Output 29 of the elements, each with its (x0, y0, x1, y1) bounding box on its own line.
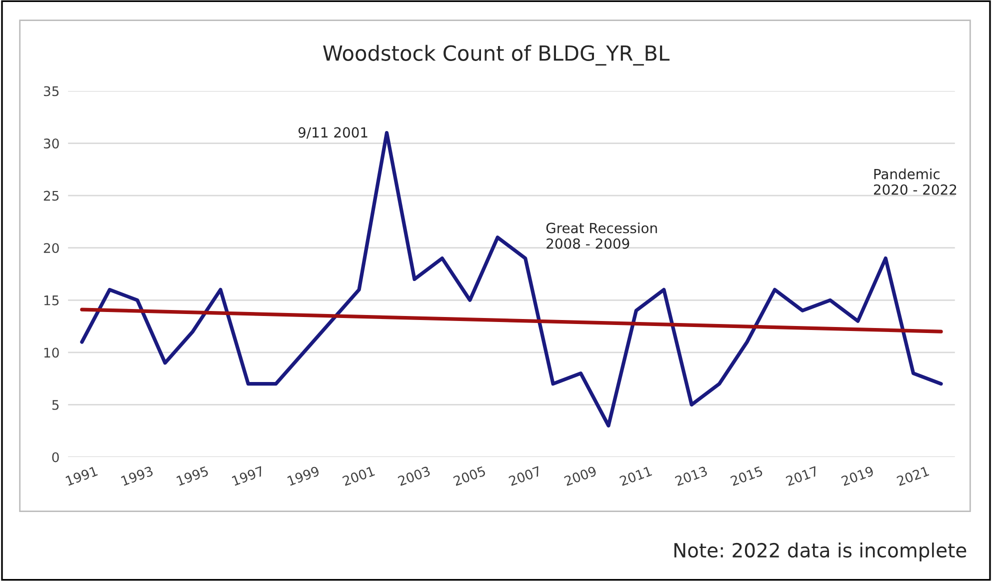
y-tick-label: 30 (44, 138, 59, 148)
x-tick-label: 2003 (398, 466, 431, 486)
x-tick-label: 1993 (120, 466, 154, 486)
y-tick-label: 5 (52, 400, 59, 410)
x-tick-label: 2015 (730, 466, 764, 486)
x-tick-label: 2017 (786, 466, 818, 486)
y-tick-label: 35 (44, 86, 59, 96)
x-tick-label: 2011 (619, 466, 652, 486)
x-tick-label: 1999 (287, 466, 320, 486)
x-tick-label: 1991 (65, 466, 98, 486)
x-tick-label: 2021 (896, 466, 930, 486)
annotation: 9/11 2001 (298, 127, 368, 139)
y-tick-label: 15 (44, 296, 59, 306)
x-tick-label: 2005 (452, 466, 486, 486)
chart-title: Woodstock Count of BLDG_YR_BL (323, 44, 670, 66)
y-tick-label: 0 (52, 452, 59, 462)
annotation: Great Recession 2008 - 2009 (546, 222, 657, 249)
x-tick-label: 2013 (674, 466, 708, 486)
x-tick-label: 2009 (564, 466, 597, 486)
x-tick-label: 1997 (232, 466, 264, 486)
x-tick-label: 2001 (342, 466, 375, 486)
annotation: Pandemic 2020 - 2022 (874, 168, 956, 195)
x-tick-label: 2019 (840, 466, 874, 486)
text: Note: 2022 data is incomplete (674, 542, 966, 562)
x-tick-label: 2007 (508, 466, 542, 486)
y-tick-label: 20 (44, 243, 59, 254)
y-tick-label: 10 (44, 348, 59, 358)
x-tick-label: 1995 (176, 466, 209, 486)
y-tick-label: 25 (44, 190, 59, 201)
